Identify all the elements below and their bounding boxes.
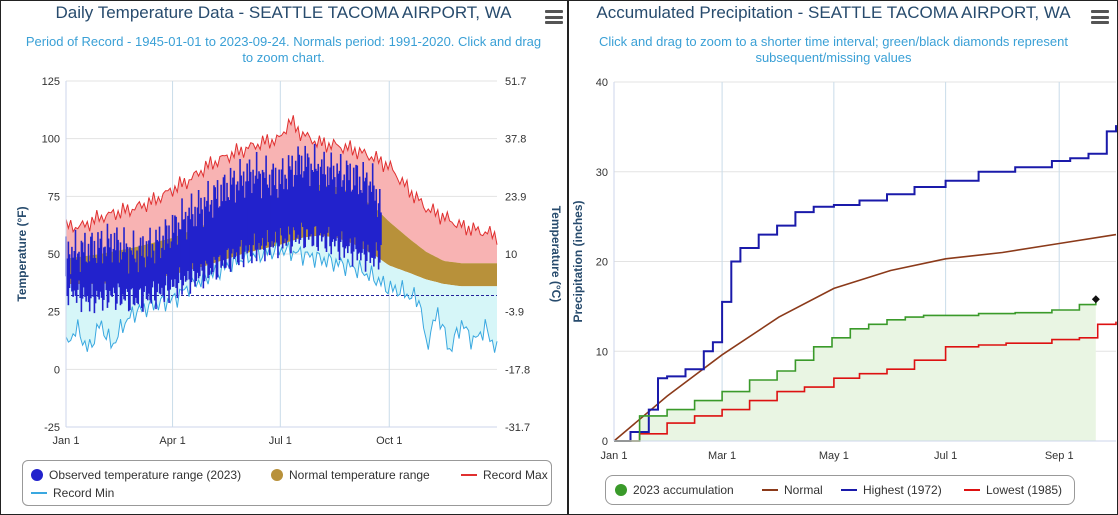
temperature-legend: Observed temperature range (2023) Normal… xyxy=(22,460,552,506)
y-right-tick-label: -31.7 xyxy=(505,422,530,434)
y-tick-label: 25 xyxy=(48,307,60,319)
legend-record-max-label: Record Max xyxy=(483,468,548,482)
normal-precip-swatch-icon xyxy=(762,489,778,491)
precipitation-chart-title: Accumulated Precipitation - SEATTLE TACO… xyxy=(596,3,1071,22)
temperature-chart[interactable]: 125 51.7 100 37.8 75 23.9 50 10 25 -3.9 0 -17.8 -25 -… xyxy=(0,0,567,515)
chart-menu-icon[interactable] xyxy=(1091,10,1109,24)
precipitation-panel: Accumulated Precipitation - SEATTLE TACO… xyxy=(569,0,1118,515)
x-tick-label: Apr 1 xyxy=(159,435,185,447)
x-tick-label: Jan 1 xyxy=(53,435,80,447)
record-min-swatch-icon xyxy=(31,492,47,494)
legend-observed-label: Observed temperature range (2023) xyxy=(49,468,242,482)
y-right-tick-label: -17.8 xyxy=(505,364,530,376)
legend-record-max[interactable]: Record Max xyxy=(461,468,548,482)
temperature-chart-subtitle: Period of Record - 1945-01-01 to 2023-09… xyxy=(25,34,542,65)
legend-normal-label: Normal temperature range xyxy=(289,468,430,482)
record-min-line xyxy=(65,240,498,353)
precipitation-chart-subtitle: Click and drag to zoom to a shorter time… xyxy=(599,34,1068,65)
temperature-chart-title: Daily Temperature Data - SEATTLE TACOMA … xyxy=(55,3,512,22)
observed-swatch-icon xyxy=(31,469,43,481)
y-tick-label: -25 xyxy=(44,422,60,434)
x-tick-label: Jan 1 xyxy=(601,450,628,462)
normal-swatch-icon xyxy=(271,469,283,481)
accumulation-area xyxy=(614,299,1096,441)
temperature-panel: Daily Temperature Data - SEATTLE TACOMA … xyxy=(0,0,567,515)
y-tick-label: 20 xyxy=(596,257,608,269)
y-right-tick-label: 37.8 xyxy=(505,134,526,146)
record-max-line xyxy=(65,115,498,245)
legend-record-min[interactable]: Record Min xyxy=(31,486,114,500)
legend-observed[interactable]: Observed temperature range (2023) xyxy=(31,468,241,482)
panel-divider xyxy=(567,0,569,515)
y-axis-label: Precipitation (inches) xyxy=(571,200,585,322)
y-tick-label: 75 xyxy=(48,191,60,203)
lowest-1985-line xyxy=(614,321,1117,442)
latest-value-diamond xyxy=(1091,295,1100,304)
y-tick-label: 100 xyxy=(42,134,60,146)
accumulation-2023-line xyxy=(614,299,1097,442)
y-right-tick-label: 51.7 xyxy=(505,76,526,88)
y-right-tick-label: -3.9 xyxy=(505,307,524,319)
y-tick-label: 0 xyxy=(54,364,60,376)
x-tick-label: Mar 1 xyxy=(708,450,736,462)
x-tick-label: Jul 1 xyxy=(269,435,292,447)
legend-accum-label: 2023 accumulation xyxy=(633,483,734,497)
highest-1972-line xyxy=(614,125,1117,442)
x-tick-label: Sep 1 xyxy=(1045,450,1074,462)
legend-lowest-label: Lowest (1985) xyxy=(986,483,1063,497)
legend-accumulation[interactable]: 2023 accumulation xyxy=(615,483,734,497)
legend-normal-precip-label: Normal xyxy=(784,483,823,497)
legend-normal[interactable]: Normal temperature range xyxy=(271,468,430,482)
legend-record-min-label: Record Min xyxy=(53,486,115,500)
legend-highest[interactable]: Highest (1972) xyxy=(841,483,942,497)
legend-normal-precip[interactable]: Normal xyxy=(762,483,823,497)
y-tick-label: 125 xyxy=(42,76,60,88)
y-right-tick-label: 10 xyxy=(505,249,517,261)
x-tick-label: May 1 xyxy=(819,450,849,462)
y-tick-label: 40 xyxy=(596,77,608,89)
y-tick-label: 0 xyxy=(602,436,608,448)
record-max-swatch-icon xyxy=(461,474,477,476)
y-tick-label: 50 xyxy=(48,249,60,261)
y-right-tick-label: 23.9 xyxy=(505,191,526,203)
precipitation-chart[interactable]: 40 30 20 10 0 Jan 1 Mar 1 May 1 Jul 1 Sep 1 Precip… xyxy=(569,0,1118,515)
y-tick-label: 10 xyxy=(596,346,608,358)
record-min-band xyxy=(66,235,497,353)
y-tick-label: 30 xyxy=(596,167,608,179)
lowest-swatch-icon xyxy=(964,489,980,491)
accum-swatch-icon xyxy=(615,484,627,496)
normal-precip-line xyxy=(613,233,1117,442)
x-tick-label: Oct 1 xyxy=(376,435,402,447)
precipitation-legend: 2023 accumulation Normal Highest (1972) … xyxy=(605,475,1075,505)
y-right-axis-label: Temperature (°C) xyxy=(549,206,563,303)
legend-lowest[interactable]: Lowest (1985) xyxy=(964,483,1062,497)
highest-swatch-icon xyxy=(841,489,857,491)
x-tick-label: Jul 1 xyxy=(934,450,957,462)
chart-menu-icon[interactable] xyxy=(545,10,563,24)
legend-highest-label: Highest (1972) xyxy=(863,483,942,497)
y-axis-label: Temperature (°F) xyxy=(15,206,29,301)
